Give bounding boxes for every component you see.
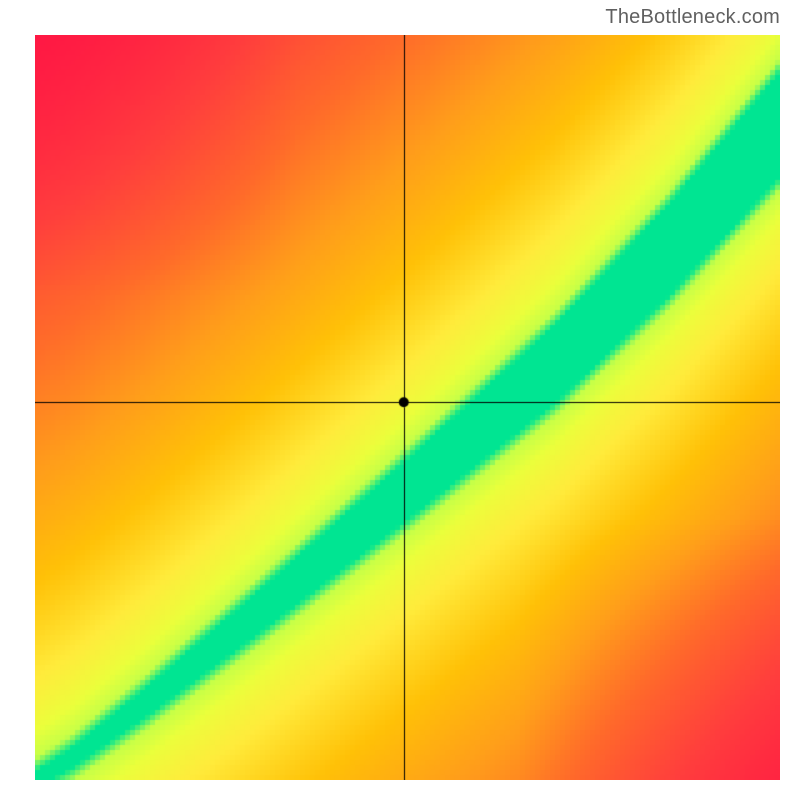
bottleneck-heatmap	[35, 35, 780, 780]
watermark-text: TheBottleneck.com	[605, 6, 780, 29]
